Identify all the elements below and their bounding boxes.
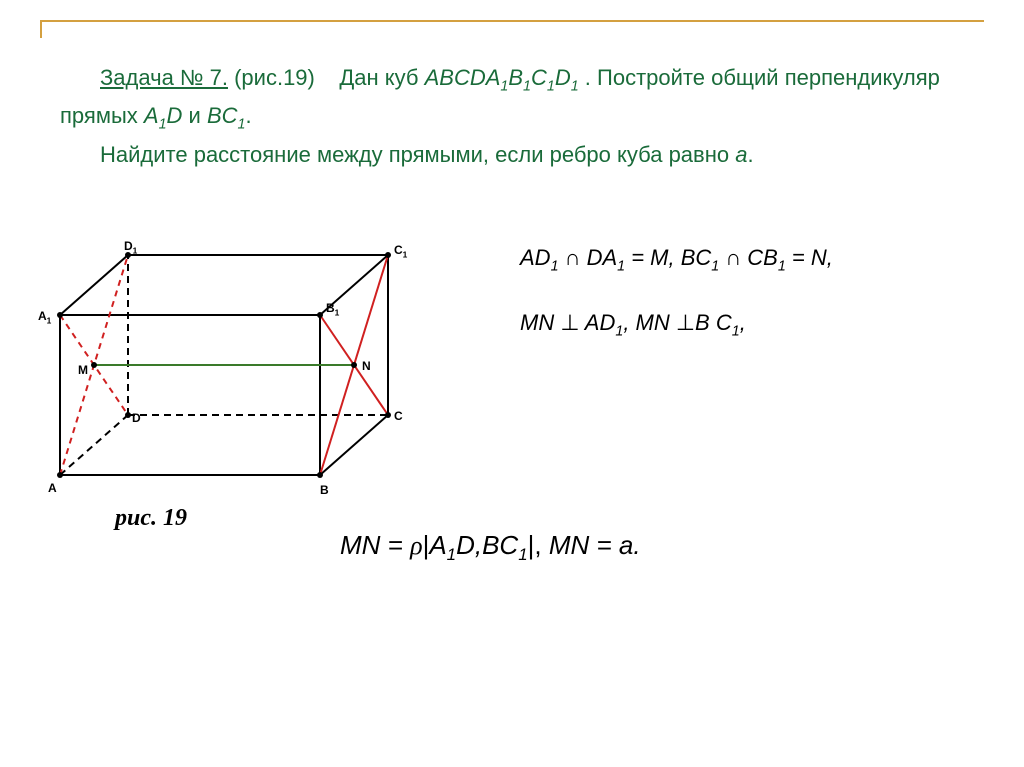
line-bc1: BC1 bbox=[207, 103, 246, 128]
vertex-label-A: A bbox=[48, 481, 57, 495]
vertex-label-M: M bbox=[78, 363, 88, 377]
fig-ref: (рис.19) bbox=[234, 65, 315, 90]
cube-diagram: A B C D A1 B1 C1 D1 M N bbox=[30, 215, 420, 525]
text-find: Найдите расстояние между прямыми, если р… bbox=[100, 142, 735, 167]
vertex-label-D1: D1 bbox=[124, 239, 137, 255]
figure-caption: рис. 19 bbox=[115, 505, 187, 532]
task-number: Задача № 7. bbox=[100, 65, 228, 90]
line-a1d: A1D bbox=[144, 103, 183, 128]
solution-perpendicular: MN ⊥ AD1, MN ⊥B C1, bbox=[520, 310, 746, 339]
vertex-label-A1: A1 bbox=[38, 309, 51, 325]
text-given: Дан куб bbox=[339, 65, 424, 90]
vertex-label-N: N bbox=[362, 359, 371, 373]
problem-statement: Задача № 7. (рис.19) Дан куб ABCDA1B1C1D… bbox=[60, 60, 980, 172]
solution-result: MN = ρ|A1D,BC1|, MN = a. bbox=[340, 530, 641, 565]
vertex-label-C: C bbox=[394, 409, 403, 423]
vertex-label-B: B bbox=[320, 483, 329, 497]
vertex-label-B1: B1 bbox=[326, 301, 339, 317]
text-and: и bbox=[189, 103, 207, 128]
corner-frame bbox=[40, 20, 984, 38]
vertex-label-C1: C1 bbox=[394, 243, 407, 259]
cube-label: ABCDA1B1C1D1 bbox=[425, 65, 585, 90]
edge-a: a bbox=[735, 142, 747, 167]
vertex-label-D: D bbox=[132, 411, 141, 425]
solution-intersections: AD1 ∩ DA1 = M, BC1 ∩ CB1 = N, bbox=[520, 245, 833, 274]
